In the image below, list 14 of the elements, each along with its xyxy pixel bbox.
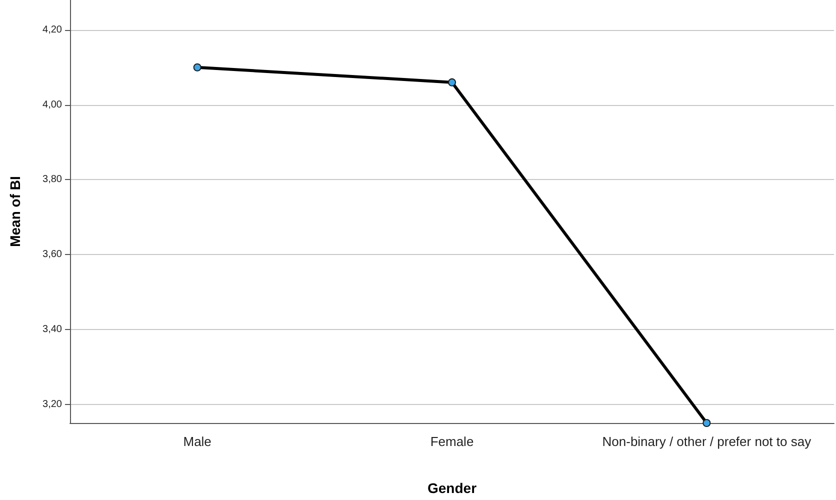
x-axis-title: Gender <box>427 480 478 496</box>
y-tick-label: 3,40 <box>42 324 62 335</box>
x-tick-label: Female <box>430 434 474 449</box>
point <box>702 419 711 427</box>
y-tick-label: 4,00 <box>42 99 62 110</box>
y-tick-label: 3,20 <box>42 398 62 410</box>
x-tick-label: Male <box>183 434 212 449</box>
point <box>193 63 202 72</box>
y-tick-label: 3,80 <box>42 174 62 186</box>
y-axis-title: Mean of BI <box>7 176 23 247</box>
y-tick-label: 3,60 <box>42 249 62 260</box>
y-tick-label: 4,20 <box>42 24 62 36</box>
x-tick-label: Non-binary / other / prefer not to say <box>602 434 812 449</box>
point <box>448 78 456 86</box>
